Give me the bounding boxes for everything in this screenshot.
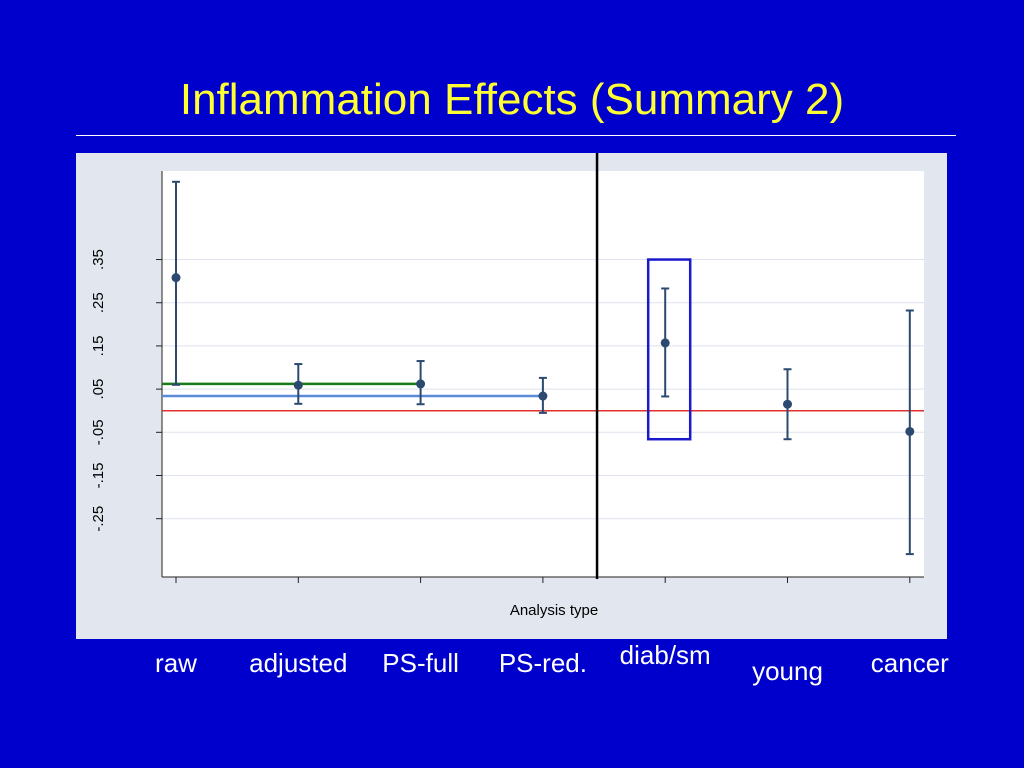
y-tick-label: -.15 — [90, 463, 107, 489]
y-tick-label: -.25 — [90, 506, 107, 532]
plot-area — [162, 171, 924, 577]
highlight-box — [646, 258, 692, 441]
x-axis-label: Analysis type — [510, 602, 598, 619]
chart: -.25 -.15 -.05 .05 .15 .25 .35 Analysis type — [90, 153, 924, 619]
category-label: raw — [155, 648, 197, 678]
data-point — [905, 426, 915, 436]
slide-title: Inflammation Effects (Summary 2) — [179, 75, 845, 124]
category-label: cancer — [870, 648, 949, 678]
category-label: PS-full — [382, 648, 459, 678]
y-tick-label: -.05 — [90, 419, 107, 445]
category-label: adjusted — [249, 648, 348, 678]
data-point — [538, 391, 548, 401]
y-tick-label: .15 — [90, 335, 107, 356]
data-point — [416, 379, 426, 389]
y-tick-label: .05 — [90, 379, 107, 400]
data-point — [660, 338, 670, 348]
y-tick-label: .25 — [90, 292, 107, 313]
data-point — [783, 399, 792, 409]
chart-panel: -.25 -.15 -.05 .05 .15 .25 .35 Analysis type — [76, 153, 947, 639]
category-label: diab/sm — [619, 640, 711, 670]
category-label: PS-red. — [498, 648, 587, 678]
title-divider — [76, 135, 956, 136]
data-point — [171, 273, 181, 283]
y-tick-label: .35 — [90, 249, 107, 270]
category-label: young — [752, 656, 823, 686]
data-point — [293, 380, 303, 390]
